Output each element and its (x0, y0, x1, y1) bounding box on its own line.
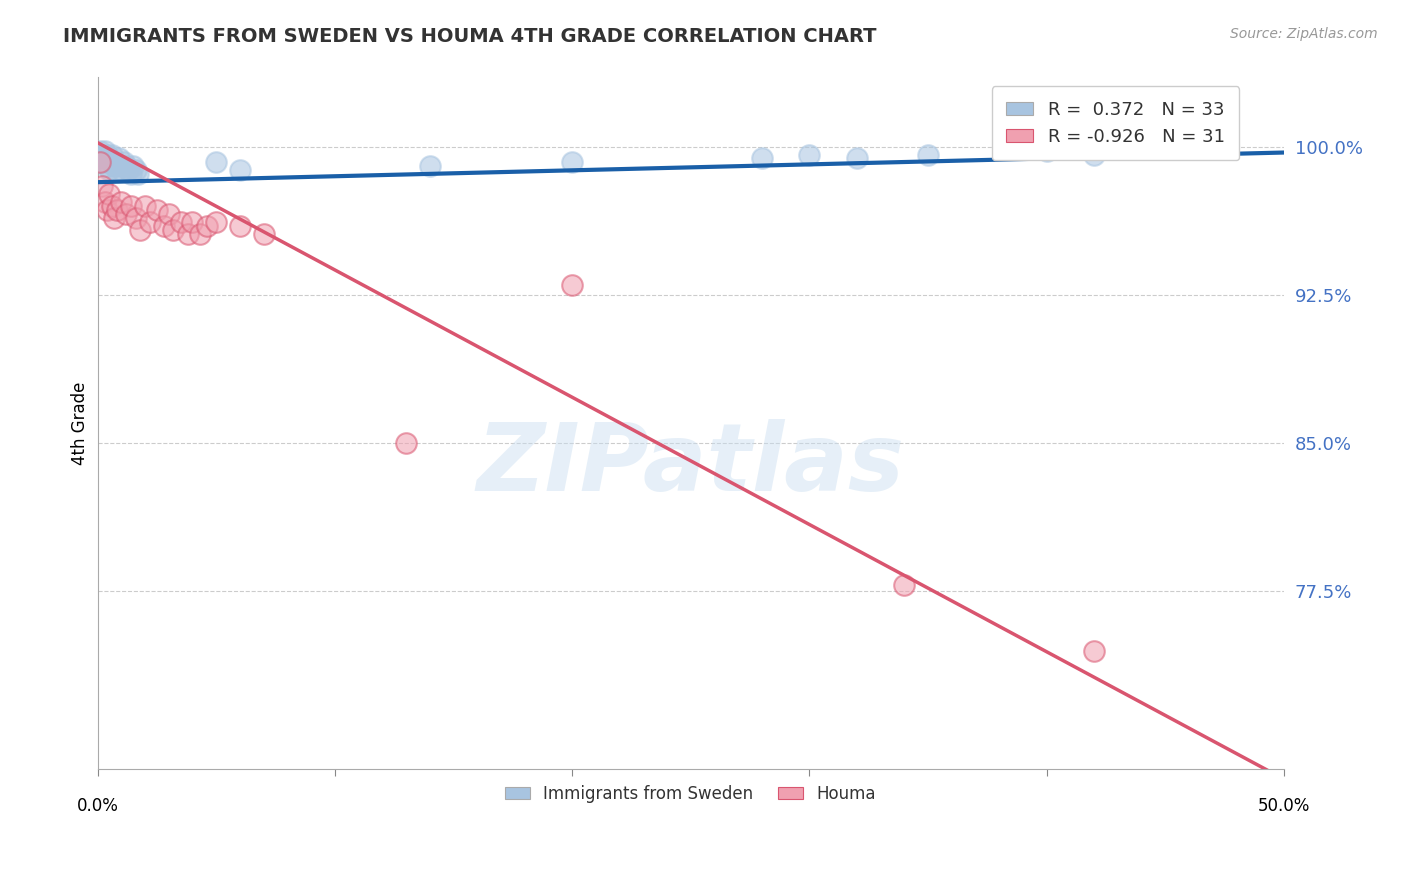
Text: ZIPatlas: ZIPatlas (477, 418, 904, 511)
Point (110, 163, 132, 178)
Text: 0.0%: 0.0% (77, 797, 118, 814)
Point (91, 179, 114, 194)
Point (205, 215, 228, 229)
Point (153, 219, 176, 233)
Point (96, 147, 118, 161)
Point (120, 167, 142, 181)
Point (124, 163, 146, 178)
Point (169, 215, 191, 229)
Point (395, 436, 418, 450)
Point (101, 155, 124, 169)
Point (117, 163, 139, 178)
Point (103, 160, 125, 174)
Point (93, 194, 115, 209)
Point (98, 152, 121, 166)
Point (1035, 144, 1057, 158)
Point (122, 160, 145, 174)
Point (229, 163, 252, 178)
Point (96, 160, 118, 174)
Text: 50.0%: 50.0% (1257, 797, 1310, 814)
Point (134, 199, 156, 213)
Point (157, 207, 180, 221)
Point (93, 155, 115, 169)
Point (1083, 147, 1105, 161)
Point (229, 219, 252, 233)
Text: IMMIGRANTS FROM SWEDEN VS HOUMA 4TH GRADE CORRELATION CHART: IMMIGRANTS FROM SWEDEN VS HOUMA 4TH GRAD… (63, 27, 877, 45)
Point (845, 152, 868, 166)
Point (89, 144, 111, 158)
Point (751, 152, 773, 166)
Point (115, 160, 138, 174)
Point (105, 163, 128, 178)
Point (893, 578, 915, 592)
Point (181, 215, 204, 229)
Y-axis label: 4th Grade: 4th Grade (72, 382, 89, 465)
Point (103, 211, 125, 225)
Point (112, 155, 135, 169)
Point (115, 207, 138, 221)
Point (139, 215, 162, 229)
Legend: Immigrants from Sweden, Houma: Immigrants from Sweden, Houma (498, 778, 883, 809)
Point (91, 152, 114, 166)
Point (110, 160, 132, 174)
Point (205, 155, 228, 169)
Point (124, 211, 146, 225)
Text: Source: ZipAtlas.com: Source: ZipAtlas.com (1230, 27, 1378, 41)
Point (561, 277, 583, 292)
Point (91, 147, 114, 161)
Point (561, 155, 583, 169)
Point (162, 222, 184, 236)
Point (105, 202, 128, 217)
Point (96, 202, 118, 217)
Point (1083, 643, 1105, 657)
Point (177, 227, 200, 241)
Point (120, 199, 142, 213)
Point (101, 199, 124, 213)
Point (195, 219, 218, 233)
Point (89, 155, 111, 169)
Point (101, 147, 124, 161)
Point (110, 194, 132, 209)
Point (799, 147, 821, 161)
Point (188, 227, 211, 241)
Point (146, 202, 169, 217)
Point (917, 147, 939, 161)
Point (253, 227, 276, 241)
Point (98, 163, 121, 178)
Point (129, 222, 152, 236)
Point (98, 187, 121, 202)
Point (419, 160, 441, 174)
Point (93, 144, 115, 158)
Point (127, 167, 149, 181)
Point (108, 152, 131, 166)
